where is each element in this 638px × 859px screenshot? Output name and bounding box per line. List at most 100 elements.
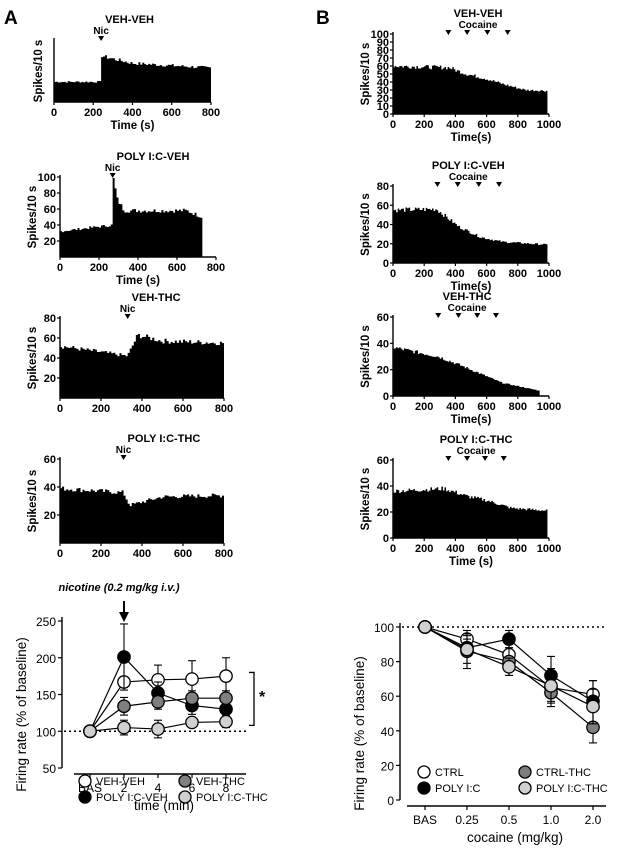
x-tick-label: 400 [133,403,151,415]
y-axis-label: Spikes/10 s [33,40,45,103]
injection-marker [474,313,481,318]
data-point [219,714,233,729]
spike-histogram-bars [60,334,224,398]
y-tick-label: 0 [383,533,389,545]
data-point [117,699,131,714]
injection-label: Nic [116,445,132,456]
x-tick-label: 200 [415,401,433,413]
legend-label: POLY I:C-VEH [96,792,168,804]
x-tick-label: 400 [446,401,464,413]
y-tick-label: 0 [383,391,389,403]
y-tick-label: 20 [377,93,389,105]
y-tick-label: 0 [383,258,389,270]
histogram-B-polyic-veh: 0 200 400 600 800 1000 0 20 40 60 80 Time(s) Spikes/… [360,160,561,293]
data-point [83,724,97,739]
legend: CTRL CTRL-THC POLY I:C POLY I:C-THC [417,765,608,795]
data-point [418,620,432,634]
x-tick-label: 6 [189,781,196,795]
legend-label: POLY I:C-THC [196,792,268,804]
x-tick-label: 600 [477,401,495,413]
legend-marker [417,765,431,779]
x-tick-label: 0 [57,262,63,274]
x-tick-label: 600 [168,262,186,274]
data-point [151,694,165,709]
trace-title: VEH-VEH [454,8,503,20]
spike-histogram-bars [393,486,548,538]
injection-marker [98,36,105,41]
x-tick-label: BAS [413,813,437,827]
data-point [185,715,199,730]
y-axis-label: Spikes/10 s [360,43,372,106]
significance-bracket [249,671,255,727]
x-tick-label: 0 [390,543,396,555]
injection-marker [484,30,491,35]
injection-label: Cocaine [449,172,488,183]
legend-marker [417,781,431,795]
data-point [219,669,233,683]
panel-letter-a: A [4,8,18,29]
injection-marker [445,456,452,461]
y-tick-label: 20 [44,373,56,385]
x-tick-label: 800 [202,107,220,119]
x-axis-label: Time (s) [449,556,493,568]
x-tick-label: 0.5 [501,813,518,827]
histogram-A-polyic-veh: 0 200 400 600 800 20 40 60 80 100 Time (s) Spikes/1… [27,151,225,287]
y-tick-label: 60 [377,200,389,212]
y-tick-label: 40 [377,77,389,89]
y-tick-label: 20 [377,507,389,519]
y-tick-label: 60 [377,312,389,324]
x-tick-label: 8 [223,781,230,795]
y-tick-label: 40 [44,353,56,365]
x-tick-label: 600 [477,543,495,555]
panel-letter-b: B [316,8,330,29]
injection-marker [454,182,461,187]
y-axis-label: Spikes/10 s [27,327,39,390]
y-axis-label: Spikes/10 s [27,470,39,533]
histogram-A-veh-thc: 0 200 400 600 800 20 40 60 80 Spikes/10 s NicVEH-T… [27,292,233,415]
legend-marker [518,781,532,795]
injection-label: Cocaine [459,20,498,31]
x-tick-label: 200 [415,268,433,280]
x-tick-label: 800 [509,543,527,555]
injection-marker [464,456,471,461]
injection-marker [464,30,471,35]
x-axis-label: Time(s) [451,281,492,293]
injection-marker [455,313,462,318]
injection-marker [445,30,452,35]
trace-title: POLY I:C-VEH [432,160,505,172]
histogram-A-veh-veh: 0 200 400 600 800 Time (s) Spikes/10 s NicVEH-V… [33,14,220,132]
series-poly-i-c-thc [83,714,233,739]
x-tick-label: 800 [207,262,225,274]
y-axis-label: Firing rate (% of baseline) [14,637,29,792]
x-tick-label: 600 [163,107,181,119]
y-tick-label: 40 [381,725,395,739]
y-tick-label: 100 [38,172,56,184]
y-tick-label: 60 [44,454,56,466]
y-tick-label: 150 [36,689,56,703]
y-tick-label: 80 [377,45,389,57]
x-tick-label: 200 [92,548,110,560]
legend-marker [178,774,192,788]
data-point [117,650,131,664]
x-tick-label: 0 [390,119,396,131]
x-axis-label: Time(s) [451,414,492,426]
y-tick-label: 40 [377,338,389,350]
y-tick-label: 20 [381,759,395,773]
legend-label: VEH-THC [196,776,245,788]
y-tick-label: 200 [36,652,56,666]
y-tick-label: 100 [374,621,394,635]
x-tick-label: 400 [446,543,464,555]
spike-histogram-bars [393,207,548,263]
x-axis-label: Time (s) [116,275,160,287]
x-axis-label: time (min) [134,798,194,813]
x-tick-label: 200 [415,119,433,131]
injection-label: Nic [120,304,136,315]
y-tick-label: 80 [381,656,395,670]
legend-label: CTRL [435,767,464,779]
injection-marker [482,456,489,461]
x-tick-label: 0 [57,403,63,415]
y-tick-label: 60 [377,455,389,467]
x-tick-label: 0 [390,401,396,413]
y-tick-label: 20 [377,239,389,251]
x-tick-label: 800 [509,401,527,413]
